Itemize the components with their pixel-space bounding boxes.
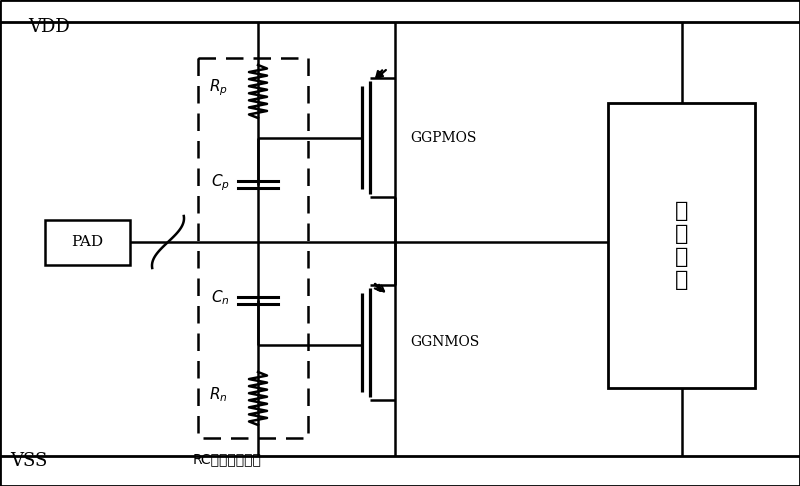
Bar bbox=[45, 220, 130, 265]
Text: $C_p$: $C_p$ bbox=[211, 173, 230, 193]
Text: VSS: VSS bbox=[10, 452, 47, 470]
Text: GGNMOS: GGNMOS bbox=[410, 335, 479, 349]
Text: 内
部
电
路: 内 部 电 路 bbox=[675, 201, 688, 290]
Text: GGPMOS: GGPMOS bbox=[410, 131, 476, 144]
Text: $R_p$: $R_p$ bbox=[209, 77, 228, 98]
Text: $R_n$: $R_n$ bbox=[210, 385, 228, 404]
Text: RC触发控制电路: RC触发控制电路 bbox=[193, 452, 262, 466]
Text: PAD: PAD bbox=[71, 236, 103, 249]
Text: VDD: VDD bbox=[28, 18, 70, 36]
Text: $C_n$: $C_n$ bbox=[211, 289, 230, 307]
Bar bbox=[608, 103, 755, 388]
